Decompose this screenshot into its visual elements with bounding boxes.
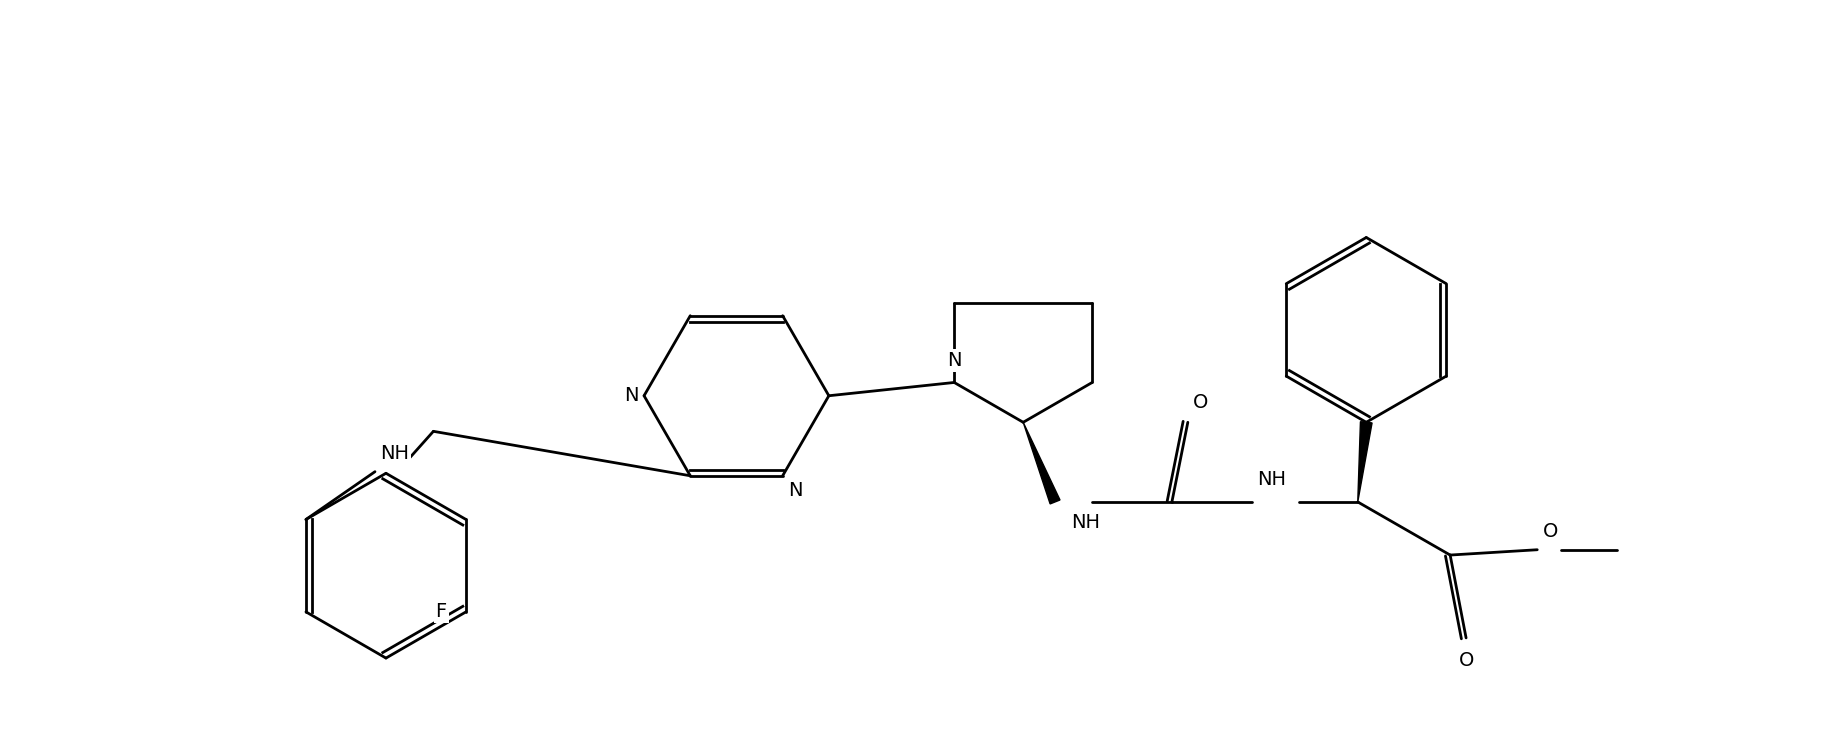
- Text: O: O: [1458, 651, 1475, 670]
- Text: N: N: [946, 351, 961, 370]
- Polygon shape: [1357, 422, 1372, 502]
- Text: O: O: [1194, 392, 1209, 412]
- Text: NH: NH: [1071, 512, 1100, 532]
- Text: F: F: [436, 602, 447, 622]
- Polygon shape: [1023, 422, 1060, 504]
- Text: N: N: [624, 386, 638, 405]
- Text: NH: NH: [1256, 470, 1286, 489]
- Text: NH: NH: [380, 444, 409, 463]
- Text: N: N: [789, 481, 803, 500]
- Text: O: O: [1542, 522, 1557, 542]
